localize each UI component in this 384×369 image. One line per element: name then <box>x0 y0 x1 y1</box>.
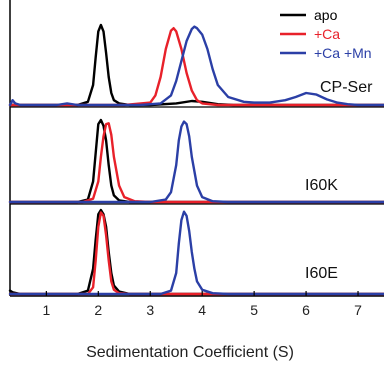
x-ticks-layer: 1 2 3 4 5 6 7 <box>42 291 362 318</box>
legend: apo +Ca +Ca +Mn <box>280 7 372 61</box>
series-line <box>8 211 384 296</box>
panel-label: I60E <box>305 265 338 282</box>
panel-label: I60K <box>305 177 338 194</box>
panel-i60k: I60K <box>8 118 384 205</box>
x-tick-label: 4 <box>198 302 206 318</box>
x-tick-label: 2 <box>94 302 102 318</box>
series-line <box>8 27 384 107</box>
series-line <box>8 25 384 107</box>
series-line <box>8 122 384 204</box>
panel-cp-ser: CP-Ser <box>8 23 384 108</box>
legend-label: apo <box>314 7 338 23</box>
x-tick-label: 7 <box>354 302 362 318</box>
legend-label: +Ca +Mn <box>314 45 372 61</box>
panel-i60e: I60E <box>8 208 384 296</box>
panels-layer: CP-Ser I60K I60E <box>8 0 384 297</box>
panel-label: CP-Ser <box>320 79 373 96</box>
x-tick-label: 6 <box>302 302 310 318</box>
x-axis-title: Sedimentation Coefficient (S) <box>86 344 294 361</box>
legend-label: +Ca <box>314 26 340 42</box>
x-tick-label: 1 <box>42 302 50 318</box>
series-line <box>8 120 384 204</box>
series-line <box>8 210 384 296</box>
x-tick-label: 5 <box>250 302 258 318</box>
x-tick-label: 3 <box>146 302 154 318</box>
